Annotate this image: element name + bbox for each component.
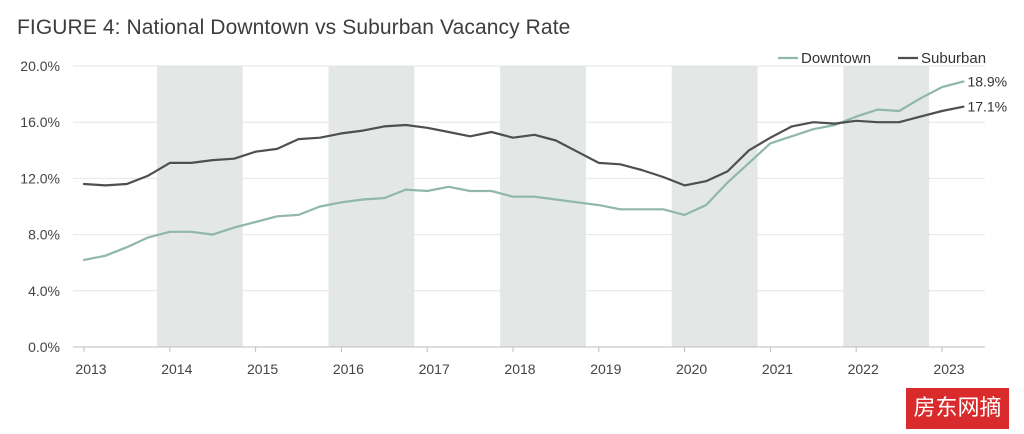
y-tick-label: 20.0% xyxy=(20,58,60,74)
x-tick-label: 2013 xyxy=(75,361,106,377)
y-tick-label: 16.0% xyxy=(20,114,60,130)
watermark-logo: 房东网摘 xyxy=(906,388,1009,429)
legend-label-downtown: Downtown xyxy=(801,50,871,67)
chart-title: FIGURE 4: National Downtown vs Suburban … xyxy=(17,16,571,39)
series-line-downtown xyxy=(82,80,965,261)
shaded-band xyxy=(671,66,758,347)
x-tick-label: 2023 xyxy=(933,361,964,377)
x-tick-label: 2018 xyxy=(504,361,535,377)
x-tick-label: 2016 xyxy=(333,361,364,377)
end-label-suburban: 17.1% xyxy=(967,99,1007,115)
y-tick-label: 8.0% xyxy=(28,227,60,243)
x-tick-label: 2014 xyxy=(161,361,192,377)
series-line-suburban xyxy=(82,105,965,187)
end-label-downtown: 18.9% xyxy=(967,73,1007,89)
shaded-band xyxy=(500,66,586,347)
y-tick-label: 4.0% xyxy=(28,283,60,299)
y-tick-label: 0.0% xyxy=(28,339,60,355)
shaded-band xyxy=(156,66,243,347)
x-tick-label: 2022 xyxy=(848,361,879,377)
x-tick-label: 2021 xyxy=(762,361,793,377)
y-tick-label: 12.0% xyxy=(20,170,60,186)
x-tick-label: 2020 xyxy=(676,361,707,377)
x-tick-label: 2019 xyxy=(590,361,621,377)
shaded-band xyxy=(843,66,930,347)
legend-label-suburban: Suburban xyxy=(921,50,986,67)
x-tick-label: 2017 xyxy=(419,361,450,377)
x-tick-label: 2015 xyxy=(247,361,278,377)
shaded-band xyxy=(328,66,415,347)
